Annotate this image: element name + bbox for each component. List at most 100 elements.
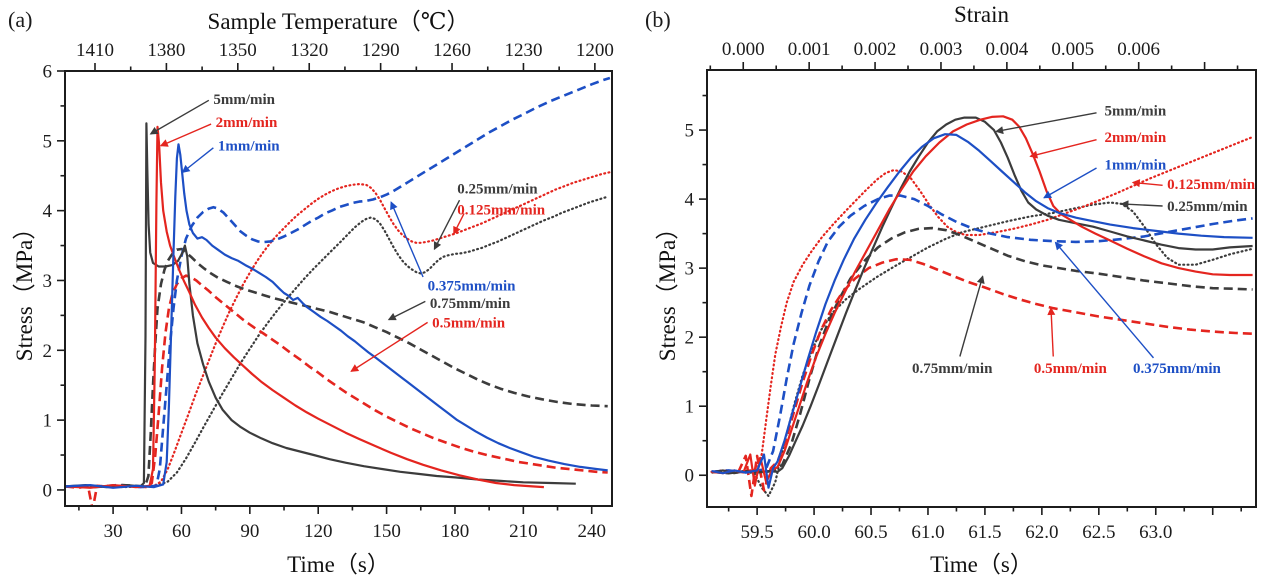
series-0-375mm-min (65, 76, 611, 489)
svg-text:5: 5 (685, 121, 695, 142)
svg-text:1: 1 (685, 397, 695, 418)
annotation-arrow (1054, 241, 1155, 359)
svg-text:150: 150 (372, 521, 401, 542)
annotation-label: 5mm/min (213, 92, 275, 108)
annotation-arrow (149, 99, 210, 135)
annotation-label: 5mm/min (1105, 104, 1167, 120)
plot-frame (706, 69, 1257, 508)
series-0-75mm-min (711, 226, 1253, 475)
annotation-label: 0.375mm/min (428, 278, 517, 294)
plot-frame (64, 70, 613, 507)
series-0-5mm-min (711, 257, 1253, 498)
panel-a-y-axis-title: Stress（MPa） (12, 216, 37, 362)
annotation-label: 0.5mm/min (1034, 361, 1108, 377)
annotation-arrow (433, 199, 461, 251)
annotation-arrow (1029, 139, 1097, 159)
annotation-label: 0.25mm/min (457, 181, 538, 197)
svg-text:180: 180 (441, 521, 470, 542)
series-0-5mm-min (65, 274, 608, 506)
svg-text:1260: 1260 (433, 40, 471, 61)
series-1mm-min (711, 133, 1253, 489)
panel-b-top-axis-title: Strain (954, 2, 1009, 27)
annotation-label: 0.125mm/min (1167, 177, 1256, 193)
svg-text:62.0: 62.0 (1025, 522, 1058, 543)
svg-text:63.0: 63.0 (1139, 522, 1172, 543)
svg-text:0: 0 (43, 480, 53, 501)
annotation-arrow (390, 201, 424, 278)
svg-text:60.0: 60.0 (797, 522, 830, 543)
svg-text:0.005: 0.005 (1051, 39, 1094, 60)
series-0-25mm-min (710, 201, 1254, 498)
svg-text:1200: 1200 (576, 40, 614, 61)
annotation-arrow (1131, 179, 1163, 188)
panel-b-plot: 59.5 60.0 60.5 61.0 61.5 62.0 62.5 63.0 0.000 0.0… (685, 39, 1257, 543)
annotation-label: 1mm/min (218, 139, 280, 155)
svg-text:210: 210 (509, 521, 538, 542)
svg-text:1230: 1230 (504, 40, 542, 61)
svg-text:1320: 1320 (290, 40, 328, 61)
annotation-label: 1mm/min (1105, 158, 1167, 174)
svg-text:61.0: 61.0 (911, 522, 944, 543)
series-5mm-min (711, 116, 1253, 475)
series-5mm-min (65, 122, 576, 489)
svg-text:0.006: 0.006 (1117, 39, 1160, 60)
annotation-label: 0.75mm/min (912, 361, 993, 377)
annotations: 5mm/min 2mm/min 1mm/min 0.25mm/min 0.125mm/m… (149, 92, 546, 372)
svg-text:0.002: 0.002 (854, 39, 897, 60)
annotation-label: 0.75mm/min (430, 296, 511, 312)
annotation-arrow (453, 213, 465, 235)
annotation-arrow (350, 321, 428, 372)
svg-text:0.001: 0.001 (788, 39, 831, 60)
svg-text:2: 2 (43, 341, 53, 362)
svg-text:0.000: 0.000 (722, 39, 765, 60)
svg-text:1: 1 (43, 411, 53, 432)
svg-text:90: 90 (240, 521, 259, 542)
series-0-125mm-min (65, 171, 611, 489)
panel-a-x-axis-title: Time（s） (287, 552, 390, 577)
annotation-arrow (181, 147, 214, 173)
svg-text:4: 4 (43, 201, 53, 222)
annotation-label: 0.375mm/min (1133, 361, 1222, 377)
svg-text:59.5: 59.5 (740, 522, 773, 543)
svg-text:0.003: 0.003 (920, 39, 963, 60)
svg-text:3: 3 (685, 259, 695, 280)
svg-text:2: 2 (685, 328, 695, 349)
series-1mm-min (65, 143, 608, 489)
svg-text:3: 3 (43, 271, 53, 292)
axis-ticks (699, 62, 1242, 515)
panel-b-y-axis-title: Stress（MPa） (655, 216, 680, 362)
annotation-arrow (1047, 306, 1056, 357)
annotation-arrow (995, 112, 1097, 135)
svg-text:1290: 1290 (362, 40, 400, 61)
svg-text:60.5: 60.5 (854, 522, 887, 543)
panel-b-x-axis-title: Time（s） (930, 552, 1033, 577)
svg-text:0.004: 0.004 (985, 39, 1028, 60)
svg-text:6: 6 (43, 62, 53, 83)
annotation-label: 2mm/min (216, 115, 278, 131)
axis-ticks (57, 63, 596, 514)
series-0-375mm-min (711, 194, 1253, 474)
series-0-125mm-min (710, 135, 1254, 475)
series-0-75mm-min (65, 247, 608, 489)
svg-text:61.5: 61.5 (968, 522, 1001, 543)
svg-text:120: 120 (304, 521, 333, 542)
svg-text:60: 60 (172, 521, 191, 542)
series-0-25mm-min (65, 195, 609, 489)
annotation-arrow (1120, 200, 1163, 209)
svg-text:1380: 1380 (147, 40, 185, 61)
svg-text:1410: 1410 (76, 40, 114, 61)
svg-text:4: 4 (685, 190, 695, 211)
annotation-label: 2mm/min (1105, 130, 1167, 146)
svg-text:5: 5 (43, 131, 53, 152)
annotation-arrow (159, 123, 212, 147)
annotation-arrow (1043, 167, 1097, 199)
series-2mm-min (65, 125, 544, 489)
annotation-label: 0.25mm/min (1167, 199, 1248, 215)
tick-labels: 59.5 60.0 60.5 61.0 61.5 62.0 62.5 63.0 0.000 0.0… (685, 39, 1173, 543)
svg-text:30: 30 (104, 521, 123, 542)
series-2mm-min (711, 115, 1253, 487)
